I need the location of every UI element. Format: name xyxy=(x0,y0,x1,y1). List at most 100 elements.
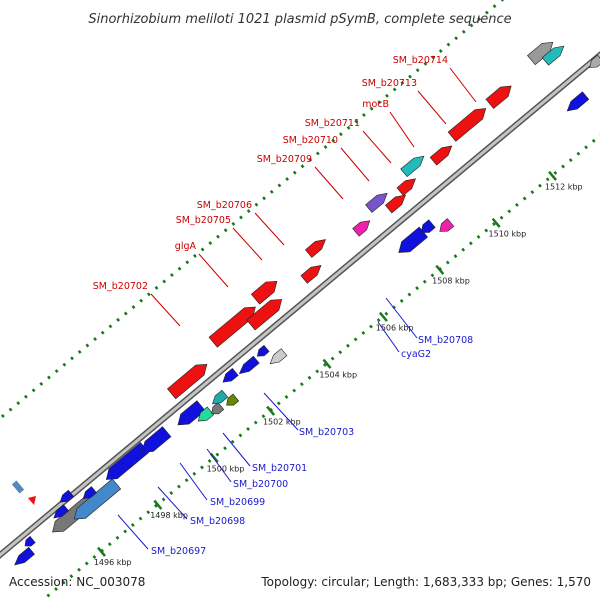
tick-mark xyxy=(548,170,558,181)
reverse-gene-arrow xyxy=(73,478,122,520)
forward-gene-arrow xyxy=(396,178,416,196)
reverse-leader-line xyxy=(157,486,188,520)
forward-leader-line xyxy=(417,90,447,125)
forward-gene-arrow xyxy=(246,299,283,331)
accession-text: Accession: NC_003078 xyxy=(9,575,145,589)
forward-leader-line xyxy=(362,130,392,164)
forward-gene-label: SM_b20714 xyxy=(393,55,448,66)
reverse-gene-arrow xyxy=(226,393,240,406)
reverse-leader-line xyxy=(385,297,418,339)
forward-gene-arrow xyxy=(400,155,425,178)
forward-gene-arrow xyxy=(384,194,406,214)
forward-leader-line xyxy=(389,111,415,148)
small-gene-marker xyxy=(11,480,25,494)
forward-gene-label: SM_b20713 xyxy=(362,78,417,89)
forward-gene-arrow xyxy=(541,45,565,66)
forward-leader-line xyxy=(198,253,229,288)
reverse-gene-arrow xyxy=(398,226,429,253)
reverse-gene-label: cyaG2 xyxy=(401,349,431,360)
tick-label: 1498 kbp xyxy=(150,511,188,520)
reverse-gene-arrow xyxy=(212,389,229,405)
reverse-leader-line xyxy=(179,462,208,501)
reverse-gene-arrow xyxy=(211,402,225,415)
forward-leader-line xyxy=(314,166,344,200)
reverse-leader-line xyxy=(222,432,251,467)
reverse-gene-arrow xyxy=(24,535,36,547)
reverse-leader-line xyxy=(377,321,400,353)
reverse-leader-line xyxy=(206,448,232,483)
forward-leader-line xyxy=(340,147,370,182)
tick-label: 1502 kbp xyxy=(263,417,301,426)
tick-mark xyxy=(378,311,388,322)
forward-gene-arrow xyxy=(250,280,278,305)
reverse-gene-arrow xyxy=(82,486,97,500)
tick-label: 1504 kbp xyxy=(319,370,357,379)
tick-mark xyxy=(266,405,276,416)
reverse-gene-arrow xyxy=(420,219,436,233)
forward-leader-line xyxy=(449,67,477,103)
reverse-leader-line xyxy=(263,392,299,431)
tick-mark xyxy=(491,217,501,228)
tick-label: 1510 kbp xyxy=(489,229,527,238)
reverse-gene-arrow xyxy=(566,91,590,112)
reverse-gene-label: SM_b20700 xyxy=(233,479,288,490)
forward-gene-arrow xyxy=(304,239,326,258)
forward-gene-arrow xyxy=(447,108,487,142)
reverse-gene-arrow xyxy=(269,348,288,365)
forward-gene-arrow xyxy=(208,306,256,348)
reverse-gene-label: SM_b20708 xyxy=(418,335,473,346)
reverse-gene-arrow xyxy=(256,344,270,357)
reverse-gene-arrow xyxy=(238,355,260,375)
forward-gene-arrow xyxy=(485,85,512,109)
reverse-gene-arrow xyxy=(14,546,35,566)
reverse-gene-arrow xyxy=(177,400,206,426)
forward-gene-arrow xyxy=(429,145,453,166)
reverse-gene-arrow xyxy=(222,367,239,383)
forward-gene-label: SM_b20706 xyxy=(197,200,252,211)
label-layer: SM_b20702 glgA SM_b20705 SM_b20706 SM_b20709… xyxy=(93,55,477,557)
forward-gene-arrow xyxy=(300,265,322,284)
reverse-gene-arrow xyxy=(439,218,455,232)
forward-gene-label: SM_b20710 xyxy=(283,135,338,146)
forward-gene-arrow xyxy=(352,220,371,237)
tick-label: 1508 kbp xyxy=(432,276,470,285)
topology-summary: Topology: circular; Length: 1,683,333 bp… xyxy=(260,575,591,589)
reverse-gene-arrow xyxy=(589,54,600,68)
map-title: Sinorhizobium meliloti 1021 plasmid pSym… xyxy=(88,12,511,27)
tick-label: 1496 kbp xyxy=(94,558,132,567)
forward-gene-arrow xyxy=(166,363,208,400)
forward-leader-line xyxy=(150,293,181,327)
tick-mark xyxy=(153,499,163,510)
forward-gene-label: SM_b20711 xyxy=(305,118,360,129)
small-gene-marker xyxy=(28,496,36,505)
reverse-gene-label: SM_b20703 xyxy=(299,427,354,438)
tick-label: 1500 kbp xyxy=(207,464,245,473)
reverse-gene-label: SM_b20697 xyxy=(151,546,206,557)
forward-gene-label: glgA xyxy=(175,241,197,252)
backbone xyxy=(0,51,600,559)
tick-mark xyxy=(435,264,445,275)
forward-leader-line xyxy=(232,227,263,261)
forward-gene-label: SM_b20709 xyxy=(257,154,312,165)
tick-mark xyxy=(322,358,332,369)
tick-mark xyxy=(96,546,106,557)
reverse-gene-arrow xyxy=(141,426,172,453)
tick-label: 1506 kbp xyxy=(376,323,414,332)
tick-label: 1512 kbp xyxy=(545,182,583,191)
reverse-gene-arrow xyxy=(59,489,74,503)
reverse-gene-label: SM_b20698 xyxy=(190,516,245,527)
reverse-gene-label: SM_b20701 xyxy=(252,463,307,474)
forward-gene-label: SM_b20705 xyxy=(176,215,231,226)
forward-gene-arrow xyxy=(527,41,554,66)
reverse-gene-arrow xyxy=(53,504,70,519)
forward-gene-arrow xyxy=(365,192,388,213)
forward-gene-label: mocB xyxy=(362,99,389,110)
reverse-leader-line xyxy=(117,514,149,550)
gene-layer xyxy=(11,41,600,566)
reverse-gene-label: SM_b20699 xyxy=(210,497,265,508)
forward-gene-label: SM_b20702 xyxy=(93,281,148,292)
backbone-inner xyxy=(0,53,600,557)
forward-leader-line xyxy=(254,212,285,246)
